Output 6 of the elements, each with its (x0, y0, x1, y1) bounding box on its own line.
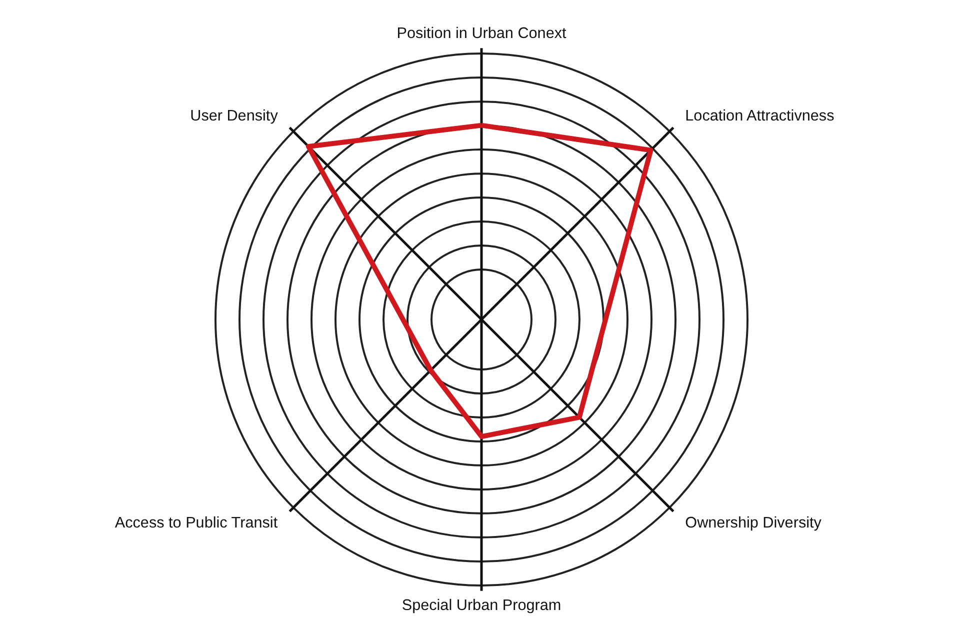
spoke-label: User Density (190, 107, 278, 124)
spoke-label: Access to Public Transit (114, 514, 278, 532)
spoke-label: Location Attractivness (685, 107, 835, 124)
spoke-label: Special Urban Program (402, 597, 562, 614)
spoke-label: Ownership Diversity (685, 514, 822, 532)
spoke-label: Position in Urban Conext (396, 25, 568, 42)
